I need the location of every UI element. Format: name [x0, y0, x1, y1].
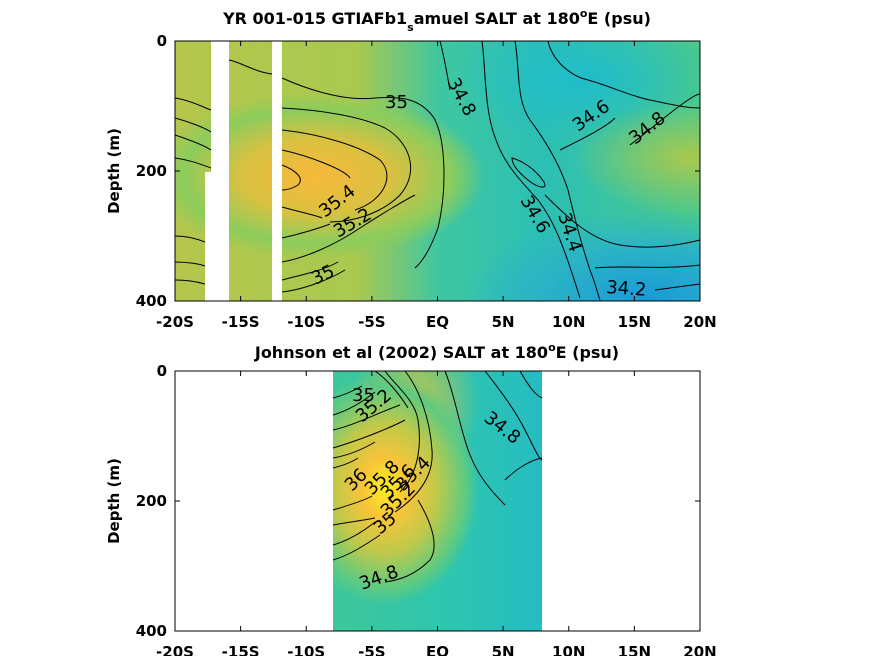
bottom-x-tick-label: -20S [156, 643, 194, 656]
bottom-x-tick-label: 20N [683, 643, 716, 656]
top-salinity-field [175, 41, 700, 301]
top-axis-ticks: -20S -15S -10S -5S EQ 5N 10N 15N 20N 0 200 400 [136, 32, 717, 331]
bottom-y-tick-label: 200 [136, 492, 167, 510]
bottom-x-tick-label: 5N [492, 643, 515, 656]
bottom-x-tick-label: EQ [426, 643, 449, 656]
top-x-tick-label: 5N [492, 313, 515, 331]
top-x-tick-label: 10N [552, 313, 585, 331]
bottom-axis-ticks: -20S -15S -10S -5S EQ 5N 10N 15N 20N 0 200 400 [136, 362, 717, 656]
top-panel-title: YR 001-015 GTIAFb1samuel SALT at 180oE (… [222, 7, 651, 34]
bottom-contours [332, 370, 543, 583]
top-contours [174, 40, 701, 301]
top-y-tick-label: 200 [136, 162, 167, 180]
bottom-x-tick-label: 10N [552, 643, 585, 656]
top-y-tick-label: 0 [157, 32, 167, 50]
top-y-tick-label: 400 [136, 292, 167, 310]
bottom-salinity-field [333, 371, 542, 631]
bottom-x-tick-label: -15S [222, 643, 260, 656]
bottom-y-axis-label: Depth (m) [105, 458, 123, 544]
top-contour-labels: 35 34.8 34.6 34.8 35.4 35.2 34.6 34.4 35… [308, 74, 669, 300]
top-panel: YR 001-015 GTIAFb1samuel SALT at 180oE (… [105, 7, 717, 331]
bottom-contour-label: 35 [352, 385, 375, 406]
bottom-panel-title: Johnson et al (2002) SALT at 180oE (psu) [254, 341, 619, 362]
bottom-x-tick-label: 15N [618, 643, 651, 656]
top-x-tick-label: -10S [287, 313, 325, 331]
bottom-y-tick-label: 0 [157, 362, 167, 380]
bottom-x-tick-label: -5S [358, 643, 385, 656]
top-x-tick-label: 20N [683, 313, 716, 331]
bottom-x-tick-label: -10S [287, 643, 325, 656]
top-x-tick-label: EQ [426, 313, 449, 331]
bottom-y-tick-label: 400 [136, 622, 167, 640]
top-contour-label: 35 [385, 92, 408, 113]
top-missing-data [205, 41, 282, 301]
top-x-tick-label: -15S [222, 313, 260, 331]
top-contour-label: 34.2 [606, 277, 647, 301]
top-x-tick-label: 15N [618, 313, 651, 331]
top-x-tick-label: -5S [358, 313, 385, 331]
bottom-panel: Johnson et al (2002) SALT at 180oE (psu) [105, 341, 717, 656]
top-x-tick-label: -20S [156, 313, 194, 331]
top-y-axis-label: Depth (m) [105, 128, 123, 214]
